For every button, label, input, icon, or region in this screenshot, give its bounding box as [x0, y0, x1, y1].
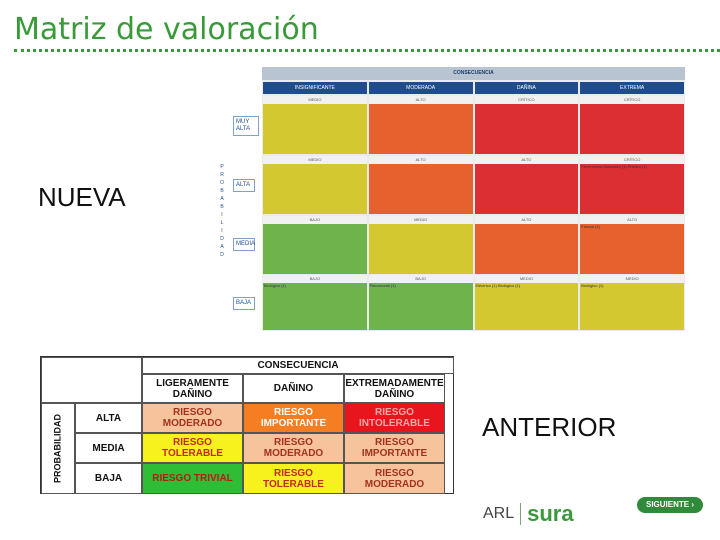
new-cell-level: ALTO: [474, 216, 579, 224]
vertical-letter: A: [220, 244, 224, 250]
new-cell-level: CRÍTICO: [474, 96, 579, 104]
new-matrix-cell: ALTO: [368, 156, 473, 214]
vertical-letter: B: [220, 188, 224, 194]
nueva-label: NUEVA: [38, 182, 126, 212]
new-cell-level: CRÍTICO: [580, 156, 684, 164]
old-matrix-cell: RIESGO INTOLERABLE: [344, 403, 445, 433]
new-cell-note: Biológico (1): [264, 283, 287, 288]
old-matrix-cell: RIESGO TOLERABLE: [142, 433, 243, 463]
new-matrix-cell: ALTO: [474, 156, 579, 214]
new-cell-note: Fenómenos Naturales (1) Público (1): [581, 164, 647, 169]
new-cell-level: MEDIO: [263, 96, 367, 104]
vertical-letter: B: [220, 204, 224, 210]
new-matrix-cell: CRÍTICO: [580, 96, 684, 154]
old-matrix-cell: RIESGO IMPORTANTE: [243, 403, 344, 433]
old-probabilidad-label: PROBABILIDAD: [41, 403, 75, 494]
old-col-header: LIGERAMENTE DAÑINO: [142, 374, 243, 403]
new-col-header: MODERADA: [368, 82, 473, 94]
new-cell-level: MEDIO: [580, 275, 684, 283]
new-cell-note: Eléctrico (1) Biológico (1): [475, 283, 521, 288]
new-col-header: INSIGNIFICANTE: [263, 82, 367, 94]
old-matrix-cell: RIESGO MODERADO: [142, 403, 243, 433]
old-row-label: MEDIA: [75, 433, 142, 463]
new-cell-level: ALTO: [580, 216, 684, 224]
new-matrix-cell: MEDIO Biológico (1): [580, 275, 684, 330]
page-title: Matriz de valoración: [14, 12, 319, 47]
old-matrix-cell: RIESGO MODERADO: [344, 463, 445, 494]
new-matrix-cell: CRÍTICO Fenómenos Naturales (1) Público (…: [580, 156, 684, 214]
new-cell-note: Biológico (1): [581, 283, 604, 288]
old-col-header: EXTREMADAMENTE DAÑINO: [344, 374, 445, 403]
new-matrix-cell: MEDIO: [263, 96, 367, 154]
new-col-header: EXTREMA: [580, 82, 684, 94]
new-cell-note: Físicos (1): [581, 224, 600, 229]
vertical-letter: D: [220, 236, 224, 242]
vertical-letter: I: [221, 212, 223, 218]
new-cell-level: MEDIO: [263, 156, 367, 164]
new-row-label: ALTA: [233, 179, 255, 192]
new-cell-level: MEDIO: [368, 216, 473, 224]
new-consecuencia-header: CONSECUENCIA: [262, 67, 685, 80]
old-col-header: DAÑINO: [243, 374, 344, 403]
logo-sura-text: sura: [527, 501, 574, 526]
new-col-header: DAÑINA: [474, 82, 579, 94]
old-row-label: ALTA: [75, 403, 142, 433]
anterior-label: ANTERIOR: [482, 412, 617, 442]
new-matrix-cell: BAJO Psicosocial (1): [368, 275, 473, 330]
old-matrix-cell: RIESGO IMPORTANTE: [344, 433, 445, 463]
new-row-label: BAJA: [233, 297, 255, 310]
new-cell-level: BAJO: [263, 216, 367, 224]
new-cell-level: CRÍTICO: [580, 96, 684, 104]
logo-arl-text: ARL: [483, 505, 515, 522]
vertical-letter: I: [221, 228, 223, 234]
new-matrix-cell: MEDIO Eléctrico (1) Biológico (1): [474, 275, 579, 330]
new-matrix-cell: ALTO Físicos (1): [580, 216, 684, 274]
vertical-letter: P: [220, 164, 224, 170]
old-row-label: BAJA: [75, 463, 142, 494]
vertical-letter: R: [220, 172, 224, 178]
new-cell-note: Psicosocial (1): [369, 283, 396, 288]
new-row-label: MEDIA: [233, 238, 255, 251]
new-cell-level: ALTO: [368, 156, 473, 164]
vertical-letter: D: [220, 252, 224, 258]
new-risk-matrix: CONSECUENCIA INSIGNIFICANTE MODERADA DAÑIN…: [262, 67, 685, 331]
old-matrix-cell: RIESGO MODERADO: [243, 433, 344, 463]
old-blank-corner: [41, 357, 142, 403]
siguiente-button[interactable]: SIGUIENTE ›: [637, 497, 703, 513]
old-risk-matrix: CONSECUENCIA LIGERAMENTE DAÑINO DAÑINO EXTR…: [40, 356, 454, 494]
logo-separator: [520, 503, 522, 525]
new-matrix-cell: ALTO: [474, 216, 579, 274]
title-divider: [14, 49, 720, 52]
new-matrix-cell: BAJO Biológico (1): [263, 275, 367, 330]
new-cell-level: MEDIO: [474, 275, 579, 283]
old-consecuencia-header: CONSECUENCIA: [142, 357, 454, 374]
new-row-label: MUY ALTA: [233, 116, 259, 136]
vertical-letter: O: [220, 180, 224, 186]
new-matrix-cell: CRÍTICO: [474, 96, 579, 154]
old-matrix-cell: RIESGO TRIVIAL: [142, 463, 243, 494]
vertical-letter: A: [220, 196, 224, 202]
new-cell-level: BAJO: [368, 275, 473, 283]
vertical-letter: L: [220, 220, 224, 226]
arl-sura-logo: ARL sura: [483, 500, 574, 528]
new-cell-level: ALTO: [474, 156, 579, 164]
siguiente-label: SIGUIENTE: [645, 500, 690, 509]
new-matrix-cell: BAJO: [263, 216, 367, 274]
new-matrix-cell: MEDIO: [263, 156, 367, 214]
new-matrix-cell: MEDIO: [368, 216, 473, 274]
old-matrix-cell: RIESGO TOLERABLE: [243, 463, 344, 494]
new-matrix-cell: ALTO: [368, 96, 473, 154]
new-cell-level: ALTO: [368, 96, 473, 104]
new-cell-level: BAJO: [263, 275, 367, 283]
